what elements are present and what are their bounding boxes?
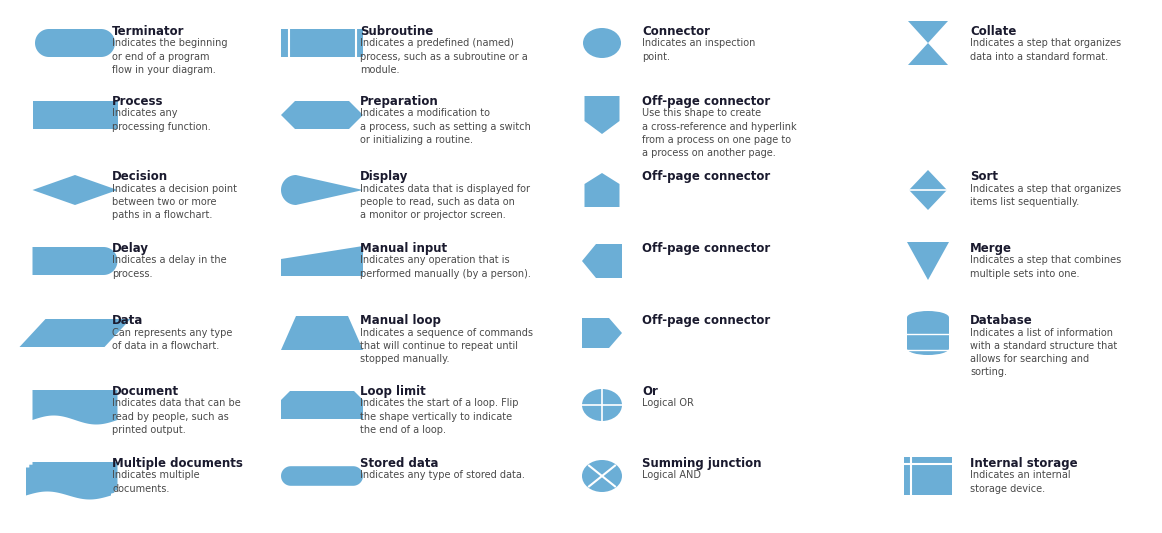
Text: Or: Or (641, 385, 658, 398)
Text: Collate: Collate (970, 25, 1017, 38)
Text: Can represents any type
of data in a flowchart.: Can represents any type of data in a flo… (112, 327, 232, 351)
Text: Subroutine: Subroutine (360, 25, 433, 38)
Ellipse shape (583, 28, 621, 58)
Text: Connector: Connector (641, 25, 710, 38)
Text: Indicates a step that combines
multiple sets into one.: Indicates a step that combines multiple … (970, 255, 1121, 279)
Text: Delay: Delay (112, 242, 149, 255)
Bar (904, 457, 952, 495)
Text: Indicates multiple
documents.: Indicates multiple documents. (112, 471, 200, 494)
Polygon shape (26, 467, 112, 499)
Text: Manual input: Manual input (360, 242, 447, 255)
Text: Loop limit: Loop limit (360, 385, 425, 398)
Bar (33, 101, 117, 129)
Polygon shape (33, 462, 117, 494)
Text: Logical OR: Logical OR (641, 399, 694, 408)
Polygon shape (281, 316, 363, 350)
Text: Terminator: Terminator (112, 25, 185, 38)
Text: Process: Process (112, 95, 164, 108)
Text: Off-page connector: Off-page connector (641, 242, 770, 255)
Text: Internal storage: Internal storage (970, 457, 1077, 470)
Polygon shape (33, 175, 117, 205)
Text: Indicates a delay in the
process.: Indicates a delay in the process. (112, 255, 227, 279)
Text: Sort: Sort (970, 170, 998, 183)
Text: Use this shape to create
a cross-reference and hyperlink
from a process on one p: Use this shape to create a cross-referen… (641, 109, 797, 158)
Polygon shape (908, 43, 948, 65)
Text: Preparation: Preparation (360, 95, 439, 108)
Polygon shape (281, 101, 363, 129)
Text: Off-page connector: Off-page connector (641, 95, 770, 108)
Text: Summing junction: Summing junction (641, 457, 761, 470)
Text: Logical AND: Logical AND (641, 471, 701, 481)
Text: Stored data: Stored data (360, 457, 438, 470)
Text: Indicates an internal
storage device.: Indicates an internal storage device. (970, 471, 1070, 494)
Polygon shape (908, 242, 949, 280)
Text: Manual loop: Manual loop (360, 314, 440, 327)
Text: Indicates any operation that is
performed manually (by a person).: Indicates any operation that is performe… (360, 255, 531, 279)
Text: Multiple documents: Multiple documents (112, 457, 243, 470)
Polygon shape (584, 173, 619, 207)
Bar (908, 318, 949, 349)
Polygon shape (33, 390, 117, 424)
Text: Indicates a step that organizes
items list sequentially.: Indicates a step that organizes items li… (970, 183, 1121, 207)
Text: Indicates a list of information
with a standard structure that
allows for search: Indicates a list of information with a s… (970, 327, 1117, 377)
Polygon shape (20, 319, 130, 347)
Text: Indicates data that is displayed for
people to read, such as data on
a monitor o: Indicates data that is displayed for peo… (360, 183, 530, 220)
Text: Indicates the beginning
or end of a program
flow in your diagram.: Indicates the beginning or end of a prog… (112, 38, 228, 75)
Text: Indicates an inspection
point.: Indicates an inspection point. (641, 38, 755, 62)
Ellipse shape (908, 342, 949, 355)
Text: Indicates a predefined (named)
process, such as a subroutine or a
module.: Indicates a predefined (named) process, … (360, 38, 528, 75)
Text: Indicates the start of a loop. Flip
the shape vertically to indicate
the end of : Indicates the start of a loop. Flip the … (360, 399, 518, 435)
Text: Merge: Merge (970, 242, 1012, 255)
Text: Database: Database (970, 314, 1033, 327)
Text: Off-page connector: Off-page connector (641, 170, 770, 183)
Ellipse shape (582, 460, 622, 492)
Text: Indicates data that can be
read by people, such as
printed output.: Indicates data that can be read by peopl… (112, 399, 241, 435)
Text: Indicates a modification to
a process, such as setting a switch
or initializing : Indicates a modification to a process, s… (360, 109, 531, 145)
Text: Indicates a decision point
between two or more
paths in a flowchart.: Indicates a decision point between two o… (112, 183, 237, 220)
Text: Document: Document (112, 385, 179, 398)
Polygon shape (29, 465, 114, 497)
Text: Display: Display (360, 170, 408, 183)
Bar (281, 29, 363, 57)
Polygon shape (582, 244, 622, 278)
Polygon shape (582, 318, 622, 348)
Polygon shape (281, 391, 363, 419)
Polygon shape (281, 466, 363, 486)
Polygon shape (909, 170, 947, 210)
Text: Indicates any type of stored data.: Indicates any type of stored data. (360, 471, 525, 481)
Polygon shape (35, 29, 115, 57)
Polygon shape (584, 96, 619, 134)
Polygon shape (908, 21, 948, 43)
Text: Off-page connector: Off-page connector (641, 314, 770, 327)
Ellipse shape (908, 311, 949, 324)
Text: Decision: Decision (112, 170, 168, 183)
Text: Indicates any
processing function.: Indicates any processing function. (112, 109, 210, 132)
Polygon shape (281, 175, 363, 205)
Text: Data: Data (112, 314, 143, 327)
Polygon shape (281, 246, 363, 276)
Polygon shape (33, 247, 117, 275)
Ellipse shape (582, 389, 622, 421)
Text: Indicates a sequence of commands
that will continue to repeat until
stopped manu: Indicates a sequence of commands that wi… (360, 327, 533, 364)
Text: Indicates a step that organizes
data into a standard format.: Indicates a step that organizes data int… (970, 38, 1121, 62)
